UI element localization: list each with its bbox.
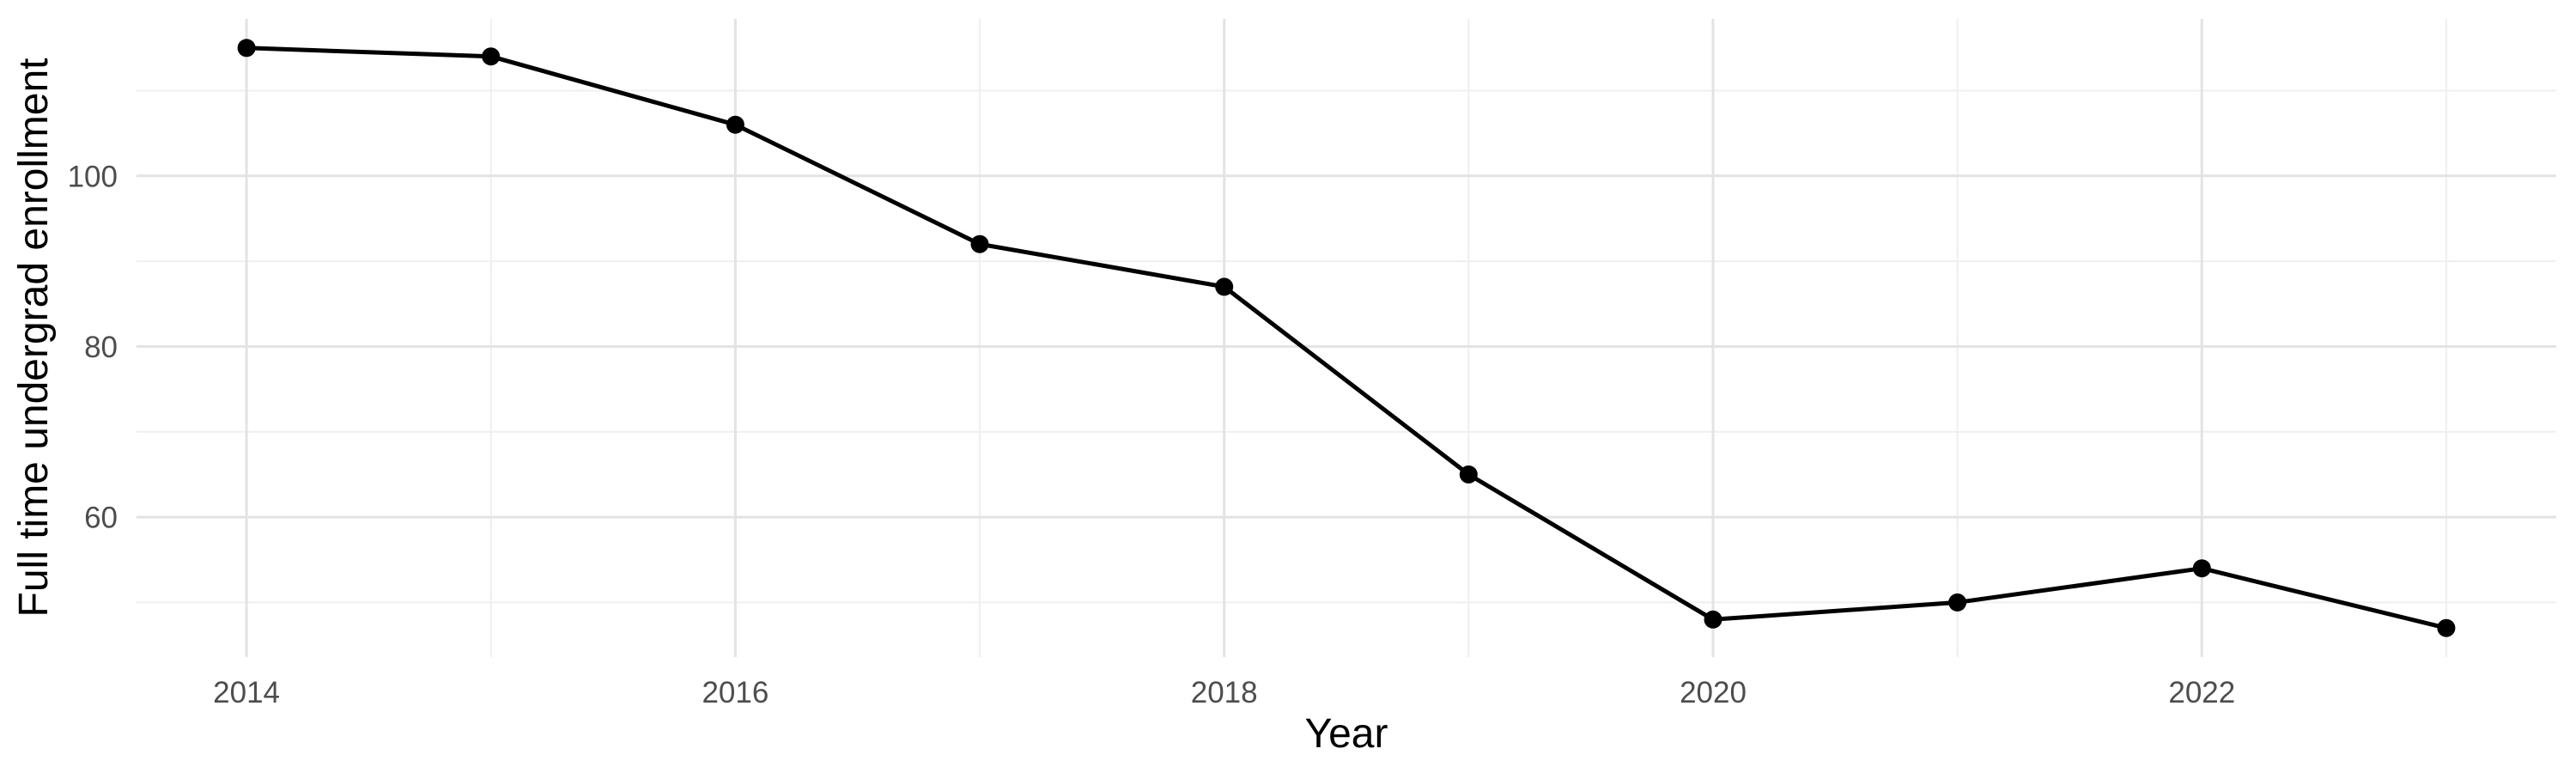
- x-tick-label: 2020: [1680, 676, 1747, 709]
- data-point: [237, 39, 256, 58]
- x-axis-tick-labels: 2014 2016 2018 2020 2022: [213, 676, 2235, 709]
- y-axis-tick-labels: 60 80 100: [68, 160, 118, 534]
- y-tick-label: 60: [84, 502, 118, 535]
- data-point: [970, 234, 989, 253]
- x-tick-label: 2014: [213, 676, 280, 709]
- data-point: [1948, 593, 1967, 612]
- y-tick-label: 100: [68, 160, 118, 193]
- trend-line: [244, 46, 2449, 630]
- grid-minor-lines: [137, 19, 2556, 657]
- data-point: [2437, 618, 2456, 637]
- data-point: [726, 115, 744, 134]
- x-tick-label: 2022: [2168, 676, 2235, 709]
- data-series: [237, 39, 2456, 637]
- y-axis-title: Full time undergrad enrollment: [11, 58, 57, 618]
- x-axis-title: Year: [1305, 711, 1388, 757]
- y-tick-label: 80: [84, 331, 118, 364]
- data-point: [1215, 277, 1234, 296]
- x-tick-label: 2016: [702, 676, 769, 709]
- data-point: [2192, 559, 2211, 578]
- data-point: [1459, 465, 1478, 484]
- data-point: [482, 47, 501, 66]
- data-point: [1704, 610, 1722, 629]
- x-tick-label: 2018: [1191, 676, 1258, 709]
